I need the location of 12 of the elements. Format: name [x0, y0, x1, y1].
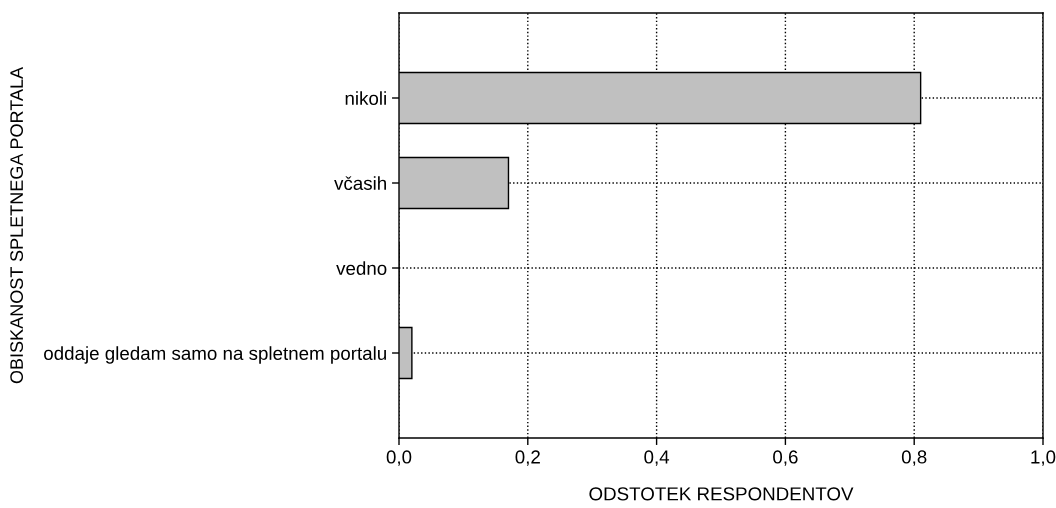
y-tick-label: vedno	[336, 261, 387, 275]
y-axis-title: OBISKANOST SPLETNEGA PORTALA	[10, 66, 24, 384]
x-tick-label: 0,2	[515, 450, 540, 466]
y-tick-label: oddaje gledam samo na spletnem portalu	[44, 346, 386, 364]
y-tick-label: včasih	[334, 176, 386, 190]
y-tick-label: nikoli	[345, 91, 386, 105]
x-tick-label: 1,0	[1031, 450, 1056, 466]
x-tick-label: 0,8	[901, 450, 927, 466]
x-tick-label: 0,0	[386, 450, 412, 466]
x-tick-label: 0,6	[773, 450, 798, 466]
x-axis-title: ODSTOTEK RESPONDENTOV	[589, 487, 854, 501]
x-tick-label: 0,4	[644, 450, 670, 466]
